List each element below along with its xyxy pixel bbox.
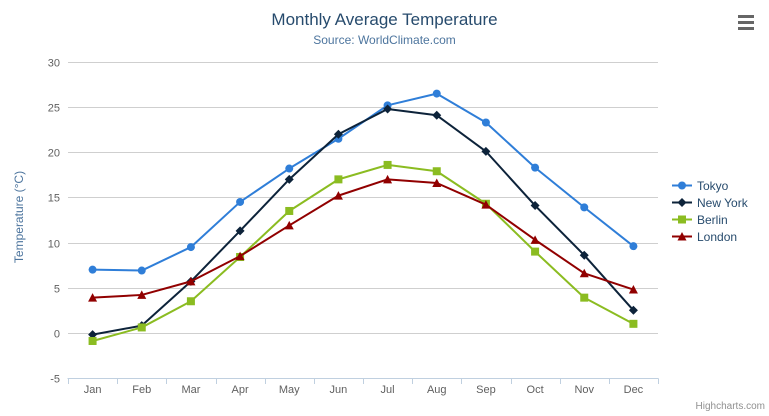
- line-circle-marker-icon: [672, 179, 692, 192]
- svg-text:Jun: Jun: [330, 384, 348, 396]
- legend: Tokyo New York Berlin London: [672, 177, 748, 245]
- legend-item-new-york[interactable]: New York: [672, 194, 748, 211]
- svg-text:-5: -5: [50, 374, 60, 386]
- svg-text:Apr: Apr: [232, 384, 249, 396]
- svg-text:15: 15: [48, 193, 60, 205]
- svg-text:Jul: Jul: [381, 384, 395, 396]
- svg-text:May: May: [279, 384, 300, 396]
- svg-text:Dec: Dec: [624, 384, 644, 396]
- line-square-marker-icon: [672, 213, 692, 226]
- svg-text:30: 30: [48, 58, 60, 70]
- highcharts-credit[interactable]: Highcharts.com: [695, 401, 765, 412]
- svg-text:Feb: Feb: [132, 384, 151, 396]
- svg-text:Sep: Sep: [476, 384, 496, 396]
- svg-text:Aug: Aug: [427, 384, 447, 396]
- svg-text:Nov: Nov: [574, 384, 594, 396]
- legend-item-berlin[interactable]: Berlin: [672, 211, 748, 228]
- legend-label-berlin: Berlin: [697, 212, 728, 227]
- svg-text:Jan: Jan: [84, 384, 102, 396]
- legend-label-london: London: [697, 229, 738, 244]
- chart-subtitle: Source: WorldClimate.com: [313, 33, 456, 47]
- export-menu-button[interactable]: [734, 11, 758, 33]
- chart-title: Monthly Average Temperature: [271, 10, 498, 29]
- line-diamond-marker-icon: [672, 196, 692, 209]
- svg-text:5: 5: [54, 284, 60, 296]
- svg-text:Mar: Mar: [181, 384, 200, 396]
- legend-item-london[interactable]: London: [672, 228, 748, 245]
- svg-text:0: 0: [54, 329, 60, 341]
- line-triangle-marker-icon: [672, 230, 692, 243]
- legend-item-tokyo[interactable]: Tokyo: [672, 177, 748, 194]
- legend-label-new-york: New York: [697, 195, 748, 210]
- legend-label-tokyo: Tokyo: [697, 178, 729, 193]
- svg-text:10: 10: [48, 239, 60, 251]
- hamburger-icon: [738, 15, 754, 18]
- svg-text:25: 25: [48, 103, 60, 115]
- svg-text:20: 20: [48, 148, 60, 160]
- svg-text:Oct: Oct: [527, 384, 544, 396]
